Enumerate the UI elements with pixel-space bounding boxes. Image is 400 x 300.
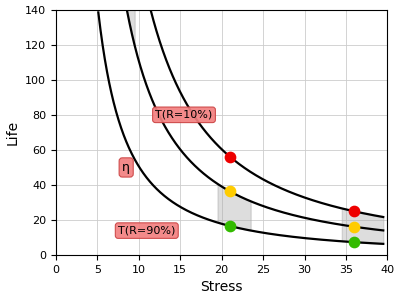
Text: η: η [122, 161, 130, 174]
Point [351, 209, 358, 214]
Text: T(R=90%): T(R=90%) [118, 226, 176, 236]
Point [227, 189, 233, 194]
X-axis label: Stress: Stress [200, 280, 243, 294]
Point [351, 224, 358, 229]
Y-axis label: Life: Life [6, 120, 20, 145]
Point [351, 240, 358, 244]
Point [227, 154, 233, 159]
Text: T(R=10%): T(R=10%) [155, 110, 213, 120]
Point [227, 224, 233, 228]
